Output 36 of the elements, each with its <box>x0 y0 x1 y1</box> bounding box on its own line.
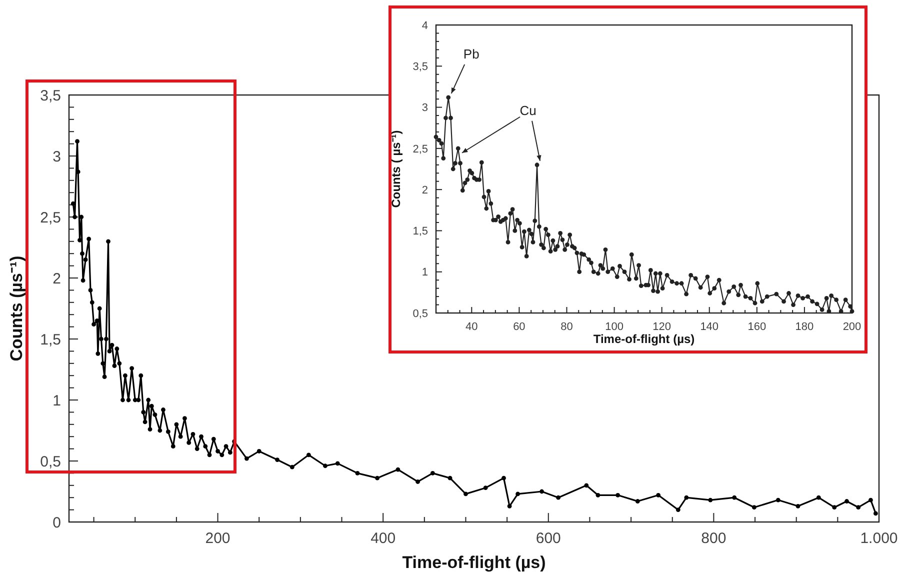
x-tick-label: 160 <box>748 321 766 333</box>
x-axis-title: Time-of-flight (µs) <box>593 332 695 346</box>
y-tick-label: 1,5 <box>40 331 61 348</box>
y-tick-label: 3,5 <box>412 60 428 73</box>
x-tick-label: 200 <box>842 321 862 333</box>
y-tick-label: 1 <box>422 266 428 279</box>
x-tick-label: 80 <box>560 321 573 333</box>
x-tick-label: 100 <box>605 321 624 333</box>
y-tick-label: 3 <box>422 102 428 114</box>
y-tick-label: 3 <box>52 148 61 166</box>
y-axis-title: Counts ( µs⁻¹) <box>389 130 403 208</box>
x-tick-label: 40 <box>466 321 478 333</box>
annotation: Pb <box>463 46 480 62</box>
y-tick-label: 3,5 <box>40 87 61 104</box>
y-tick-label: 0 <box>52 514 61 532</box>
x-tick-label: 800 <box>701 530 726 547</box>
x-tick-label: 1.000 <box>860 530 898 547</box>
x-tick-label: 400 <box>370 530 396 547</box>
x-axis-title: Time-of-flight (µs) <box>402 553 546 572</box>
x-tick-label: 600 <box>536 530 561 547</box>
annotation: Cu <box>520 102 536 118</box>
y-tick-label: 2,5 <box>40 209 61 226</box>
y-tick-label: 0,5 <box>412 308 428 320</box>
y-tick-label: 2,5 <box>412 143 428 156</box>
y-tick-label: 4 <box>422 20 428 32</box>
y-tick-label: 1,5 <box>412 226 428 238</box>
x-tick-label: 140 <box>700 321 719 333</box>
x-tick-label: 200 <box>205 530 230 547</box>
y-tick-label: 2 <box>52 270 61 288</box>
x-tick-label: 120 <box>652 321 672 333</box>
y-axis-title: Counts (µs⁻¹) <box>7 256 26 362</box>
y-tick-label: 1 <box>52 392 61 410</box>
y-tick-label: 2 <box>422 184 428 196</box>
x-tick-label: 180 <box>795 321 814 333</box>
x-tick-label: 60 <box>513 321 526 333</box>
y-tick-label: 0,5 <box>40 453 61 470</box>
